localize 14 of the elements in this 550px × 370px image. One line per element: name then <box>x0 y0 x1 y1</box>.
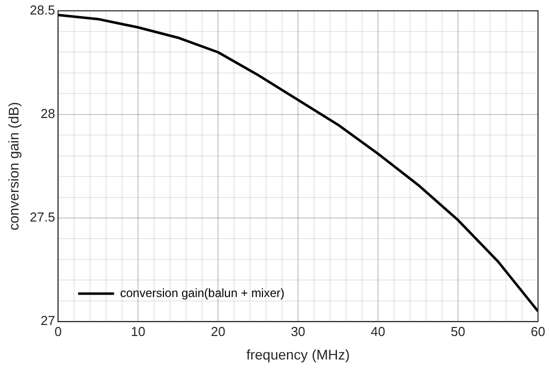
x-tick-label: 50 <box>450 324 466 339</box>
x-tick-label: 30 <box>290 324 306 339</box>
x-tick-label: 10 <box>130 324 146 339</box>
y-tick-label: 28.5 <box>30 2 56 18</box>
x-tick-label: 20 <box>210 324 226 339</box>
y-axis-title: conversion gain (dB) <box>5 102 22 230</box>
x-tick-label: 40 <box>370 324 386 339</box>
x-axis-title: frequency (MHz) <box>246 346 350 362</box>
y-tick-label: 27.5 <box>30 210 56 225</box>
y-tick-label: 28 <box>40 106 56 121</box>
x-tick-label: 0 <box>54 324 62 339</box>
x-tick-label: 60 <box>530 324 546 339</box>
legend-label: conversion gain(balun + mixer) <box>120 286 285 300</box>
y-tick-label: 27 <box>40 313 56 328</box>
